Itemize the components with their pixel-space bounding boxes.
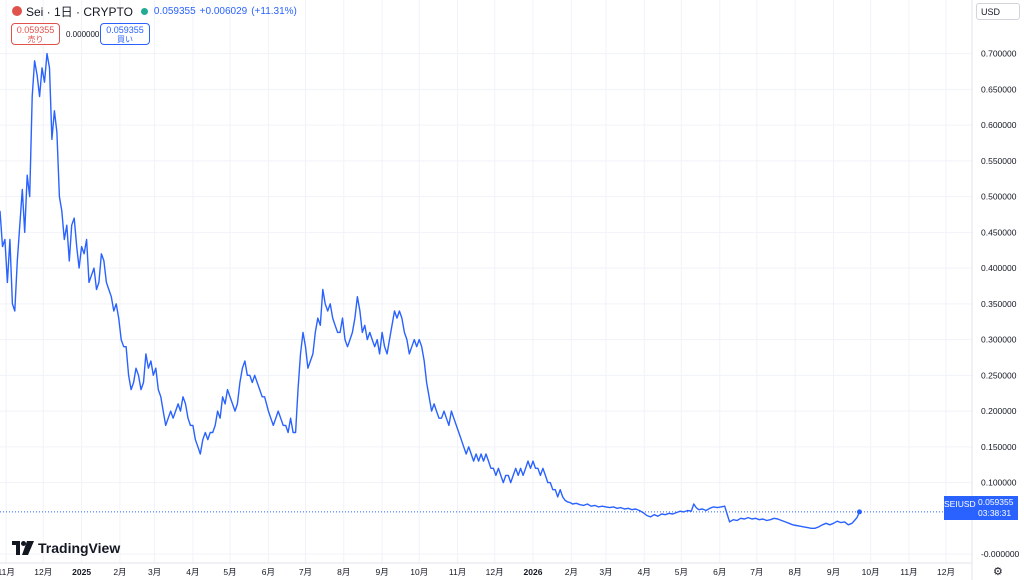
x-tick-label: 4月 bbox=[186, 567, 199, 577]
x-tick-label: 2月 bbox=[113, 567, 126, 577]
y-tick-label: 0.400000 bbox=[981, 263, 1017, 273]
y-tick-label: 0.500000 bbox=[981, 192, 1017, 202]
x-tick-label: 5月 bbox=[223, 567, 236, 577]
x-tick-label: 9月 bbox=[827, 567, 840, 577]
y-tick-label: 0.200000 bbox=[981, 406, 1017, 416]
tradingview-logo-icon bbox=[12, 541, 34, 555]
x-tick-label: 7月 bbox=[750, 567, 763, 577]
x-tick-label: 2025 bbox=[72, 567, 91, 577]
sell-label: 売り bbox=[27, 35, 44, 44]
x-tick-label: 8月 bbox=[337, 567, 350, 577]
x-tick-label: 12月 bbox=[486, 567, 504, 577]
symbol-title[interactable]: Sei · 1日 · CRYPTO bbox=[26, 4, 133, 19]
sell-button[interactable]: 0.059355 売り bbox=[11, 23, 60, 45]
x-tick-label: 4月 bbox=[638, 567, 651, 577]
last-price: 0.059355 bbox=[153, 5, 196, 17]
x-tick-label: 11月 bbox=[449, 567, 466, 577]
x-tick-label: 5月 bbox=[675, 567, 688, 577]
x-tick-label: 3月 bbox=[599, 567, 612, 577]
tradingview-logo[interactable]: TradingView bbox=[12, 540, 120, 556]
y-tick-label: -0.000000 bbox=[981, 549, 1020, 559]
price-change-pct: (+11.31%) bbox=[251, 5, 297, 17]
price-series-line bbox=[0, 52, 861, 529]
y-tick-label: 0.250000 bbox=[981, 370, 1017, 380]
currency-select[interactable]: USD bbox=[976, 3, 1020, 20]
y-tick-label: 0.150000 bbox=[981, 442, 1017, 452]
last-price-point bbox=[856, 509, 862, 515]
x-tick-label: 6月 bbox=[262, 567, 275, 577]
x-tick-label: 8月 bbox=[789, 567, 802, 577]
x-tick-label: 2026 bbox=[524, 567, 543, 577]
y-tick-label: 0.450000 bbox=[981, 227, 1017, 237]
y-tick-label: 0.650000 bbox=[981, 84, 1017, 94]
y-tick-label: 0.350000 bbox=[981, 299, 1017, 309]
sei-coin-icon bbox=[12, 6, 22, 16]
buy-label: 買い bbox=[117, 35, 133, 44]
y-tick-label: 0.100000 bbox=[981, 478, 1017, 488]
y-tick-label: 0.600000 bbox=[981, 120, 1017, 130]
bar-countdown: 03:38:31 bbox=[978, 508, 1012, 518]
x-tick-label: 11月 bbox=[0, 567, 15, 577]
x-tick-label: 11月 bbox=[900, 567, 917, 577]
x-tick-label: 3月 bbox=[148, 567, 161, 577]
x-tick-label: 2月 bbox=[565, 567, 578, 577]
price-change: +0.006029 bbox=[199, 5, 248, 17]
x-tick-label: 12月 bbox=[937, 567, 955, 577]
y-tick-label: 0.700000 bbox=[981, 49, 1017, 59]
x-tick-label: 7月 bbox=[299, 567, 312, 577]
market-status-icon bbox=[140, 7, 148, 15]
x-tick-label: 10月 bbox=[862, 567, 880, 577]
x-tick-label: 12月 bbox=[34, 567, 52, 577]
y-tick-label: 0.300000 bbox=[981, 335, 1017, 345]
x-tick-label: 10月 bbox=[410, 567, 428, 577]
price-label-value: 0.059355 bbox=[978, 497, 1014, 507]
price-label-symbol: SEIUSD bbox=[944, 499, 976, 509]
buy-button[interactable]: 0.059355 買い bbox=[100, 23, 150, 45]
spread-value: 0.000000 bbox=[66, 30, 100, 39]
buy-price: 0.059355 bbox=[106, 25, 144, 35]
x-tick-label: 6月 bbox=[713, 567, 726, 577]
chart-header: Sei · 1日 · CRYPTO 0.059355 +0.006029 (+1… bbox=[0, 0, 301, 22]
settings-gear-icon[interactable]: ⚙ bbox=[993, 566, 1003, 578]
x-tick-label: 9月 bbox=[376, 567, 389, 577]
current-price-label: SEIUSD 0.059355 03:38:31 bbox=[944, 496, 1018, 520]
sell-price: 0.059355 bbox=[16, 25, 55, 35]
tradingview-logo-text: TradingView bbox=[38, 540, 121, 556]
y-tick-label: 0.550000 bbox=[981, 156, 1017, 166]
